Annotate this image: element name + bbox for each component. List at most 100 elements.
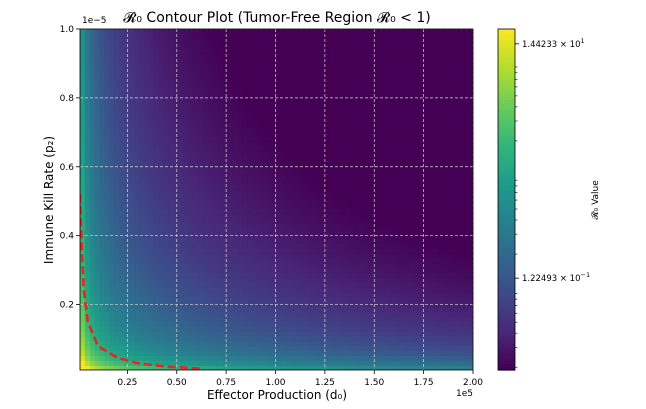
heatmap-cell: [163, 233, 170, 240]
heatmap-cell: [237, 82, 243, 89]
heatmap-cell: [286, 92, 292, 98]
heatmap-cell: [379, 223, 386, 230]
heatmap-cell: [301, 209, 307, 215]
heatmap-cell: [330, 106, 337, 113]
heatmap-cell: [227, 204, 233, 210]
heatmap-cell: [428, 365, 435, 370]
heatmap-cell: [251, 43, 258, 50]
heatmap-cell: [114, 350, 120, 356]
heatmap-cell: [124, 355, 130, 361]
heatmap-cell: [94, 277, 101, 283]
heatmap-cell: [178, 141, 184, 147]
heatmap-cell: [296, 204, 302, 210]
heatmap-cell: [399, 97, 405, 103]
heatmap-cell: [104, 155, 111, 162]
heatmap-cell: [178, 82, 184, 89]
heatmap-cell: [330, 33, 337, 40]
heatmap-cell: [335, 277, 341, 283]
heatmap-cell: [202, 321, 209, 327]
heatmap-cell: [399, 121, 405, 128]
heatmap-cell: [271, 38, 278, 45]
heatmap-cell: [143, 340, 150, 347]
heatmap-cell: [173, 331, 179, 337]
heatmap-cell: [89, 194, 96, 201]
heatmap-cell: [291, 145, 297, 152]
heatmap-cell: [153, 345, 160, 352]
heatmap-cell: [315, 223, 322, 230]
heatmap-cell: [310, 180, 317, 186]
heatmap-cell: [99, 33, 106, 40]
heatmap-cell: [237, 180, 243, 186]
heatmap-cell: [335, 238, 341, 244]
heatmap-cell: [325, 340, 332, 347]
heatmap-cell: [134, 155, 140, 162]
heatmap-cell: [202, 248, 209, 254]
heatmap-cell: [80, 228, 86, 235]
heatmap-cell: [183, 72, 189, 79]
heatmap-cell: [369, 180, 376, 186]
heatmap-cell: [197, 58, 204, 64]
heatmap-cell: [173, 223, 179, 230]
heatmap-cell: [364, 233, 371, 240]
heatmap-cell: [173, 272, 179, 279]
heatmap-cell: [242, 292, 248, 298]
heatmap-cell: [335, 145, 341, 152]
heatmap-cell: [418, 121, 425, 128]
heatmap-cell: [197, 296, 204, 303]
heatmap-cell: [138, 218, 145, 225]
heatmap-cell: [119, 180, 125, 186]
heatmap-cell: [183, 316, 189, 322]
heatmap-cell: [423, 131, 430, 137]
heatmap-cell: [192, 253, 199, 259]
heatmap-cell: [158, 345, 165, 352]
heatmap-cell: [202, 116, 209, 123]
heatmap-cell: [394, 141, 400, 147]
heatmap-cell: [335, 287, 341, 293]
heatmap-cell: [399, 33, 405, 40]
heatmap-cell: [404, 277, 410, 283]
heatmap-cell: [217, 282, 224, 288]
heatmap-cell: [212, 238, 219, 244]
heatmap-cell: [114, 282, 120, 288]
heatmap-cell: [247, 180, 253, 186]
heatmap-cell: [202, 106, 209, 113]
heatmap-cell: [99, 58, 106, 64]
heatmap-cell: [222, 365, 228, 370]
heatmap-cell: [271, 209, 278, 215]
heatmap-cell: [389, 58, 395, 64]
heatmap-cell: [345, 63, 351, 69]
heatmap-cell: [266, 150, 273, 157]
heatmap-cell: [99, 282, 106, 288]
heatmap-cell: [99, 248, 106, 254]
heatmap-cell: [212, 63, 219, 69]
heatmap-cell: [158, 311, 165, 318]
heatmap-cell: [134, 355, 140, 361]
heatmap-cell: [315, 53, 322, 59]
heatmap-cell: [104, 126, 111, 132]
heatmap-cell: [335, 53, 341, 59]
heatmap-cell: [178, 194, 184, 201]
heatmap-cell: [148, 340, 155, 347]
heatmap-cell: [296, 331, 302, 337]
heatmap-cell: [276, 287, 283, 293]
heatmap-cell: [222, 87, 228, 93]
heatmap-cell: [409, 218, 415, 225]
heatmap-cell: [345, 116, 351, 123]
heatmap-cell: [158, 77, 165, 84]
heatmap-cell: [251, 223, 258, 230]
heatmap-cell: [404, 233, 410, 240]
heatmap-cell: [217, 214, 224, 220]
heatmap-cell: [345, 165, 351, 171]
heatmap-cell: [325, 131, 332, 137]
heatmap-cell: [158, 253, 165, 259]
heatmap-cell: [143, 257, 150, 264]
heatmap-cell: [188, 77, 194, 84]
heatmap-cell: [247, 58, 253, 64]
heatmap-cell: [173, 77, 179, 84]
heatmap-cell: [124, 175, 130, 181]
heatmap-cell: [80, 72, 86, 79]
heatmap-cell: [394, 218, 400, 225]
heatmap-cell: [163, 77, 170, 84]
heatmap-cell: [315, 141, 322, 147]
heatmap-cell: [399, 82, 405, 89]
